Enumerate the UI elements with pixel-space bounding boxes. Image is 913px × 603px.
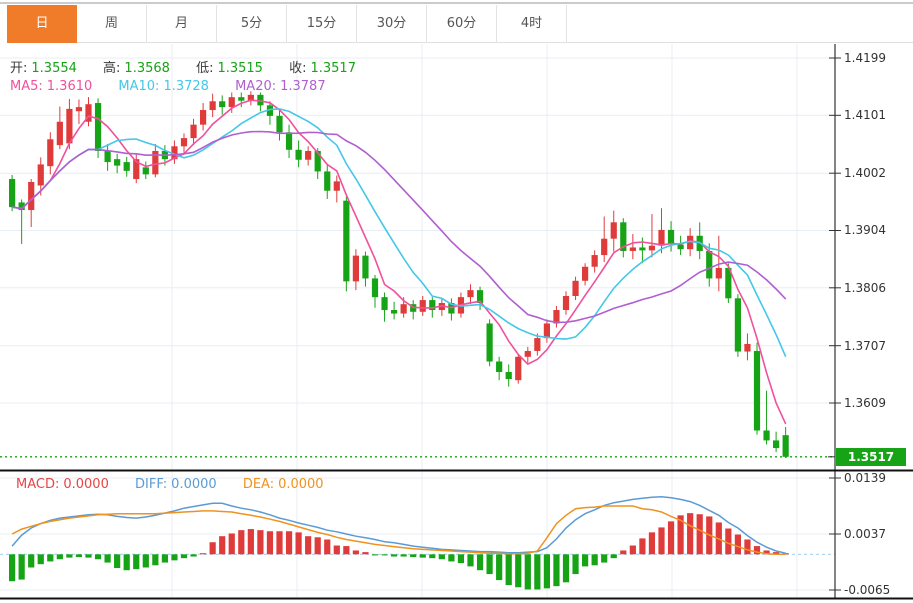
diff-line: [11, 495, 786, 554]
diff-label: DIFF:: [135, 477, 168, 492]
last-price-tag: 1.3517: [836, 448, 906, 466]
macd-axis-label: -0.0065: [844, 583, 891, 597]
open-label: 开:: [10, 61, 28, 76]
close-label: 收:: [289, 61, 307, 76]
tab-5min[interactable]: 5分: [217, 5, 287, 43]
price-axis-label: 1.3806: [844, 281, 886, 295]
tab-month[interactable]: 月: [147, 5, 217, 43]
macd-legend: MACD: 0.0000 DIFF: 0.0000 DEA: 0.0000: [16, 477, 328, 492]
macd-label: MACD:: [16, 477, 60, 492]
ma5-line: [11, 99, 787, 425]
ma10-value: 1.3728: [163, 79, 209, 94]
tab-day[interactable]: 日: [7, 5, 77, 43]
price-axis-label: 1.4101: [844, 108, 886, 122]
tab-30min[interactable]: 30分: [357, 5, 427, 43]
tab-15min[interactable]: 15分: [287, 5, 357, 43]
tab-week[interactable]: 周: [77, 5, 147, 43]
ohlc-legend: 开: 1.3554 高: 1.3568 低: 1.3515 收: 1.3517: [10, 57, 360, 76]
ma10-line: [11, 108, 787, 358]
tab-60min[interactable]: 60分: [427, 5, 497, 43]
window-top-border: [0, 2, 913, 4]
ma5-value: 1.3610: [46, 79, 93, 94]
dea-line: [11, 505, 786, 556]
low-value: 1.3515: [217, 61, 263, 76]
high-value: 1.3568: [124, 61, 170, 76]
ma10-label: MA10:: [118, 79, 160, 94]
high-label: 高:: [103, 61, 121, 76]
ma5-label: MA5:: [10, 79, 43, 94]
dea-value: 0.0000: [278, 477, 324, 492]
ma20-line: [11, 130, 787, 324]
tab-4hour[interactable]: 4时: [497, 5, 567, 43]
close-value: 1.3517: [310, 61, 356, 76]
tabbar-bottom-border: [567, 42, 913, 43]
macd-value: 0.0000: [63, 477, 109, 492]
low-label: 低:: [196, 61, 214, 76]
ma20-label: MA20:: [235, 79, 277, 94]
dea-label: DEA:: [242, 477, 275, 492]
price-axis-label: 1.4002: [844, 166, 886, 180]
price-axis-label: 1.3904: [844, 223, 886, 237]
price-axis-label: 1.4199: [844, 51, 886, 65]
price-axis-label: 1.3707: [844, 339, 886, 353]
ma20-value: 1.3787: [280, 79, 326, 94]
macd-axis-label: 0.0139: [844, 471, 886, 485]
diff-value: 0.0000: [171, 477, 217, 492]
ma-legend: MA5: 1.3610 MA10: 1.3728 MA20: 1.3787: [10, 79, 330, 94]
candlestick-series: [9, 91, 789, 458]
macd-axis-label: 0.0037: [844, 527, 886, 541]
open-value: 1.3554: [31, 61, 77, 76]
price-axis-label: 1.3609: [844, 396, 886, 410]
period-tabbar: 日 周 月 5分 15分 30分 60分 4时: [7, 5, 567, 43]
